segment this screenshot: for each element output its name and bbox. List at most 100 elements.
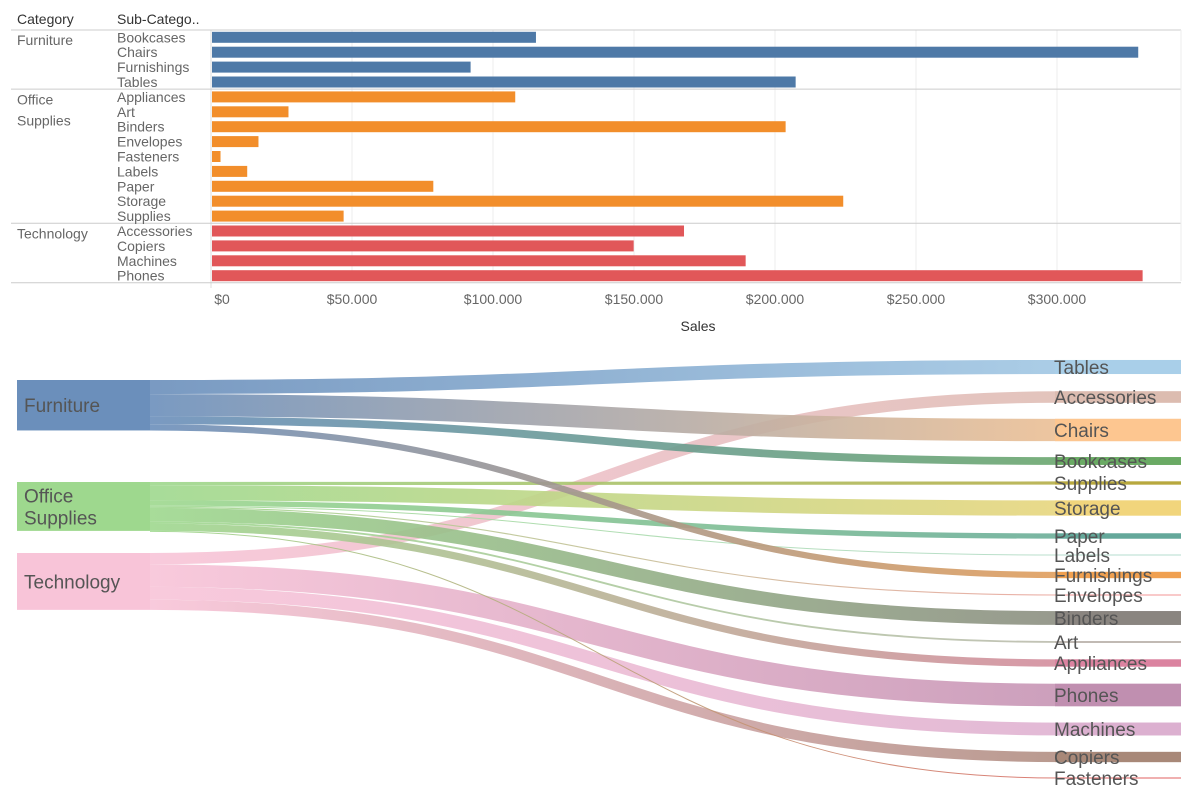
flow-supplies[interactable] bbox=[149, 481, 1181, 486]
subcategory-label: Bookcases bbox=[117, 29, 185, 45]
flow-furnishings[interactable] bbox=[149, 424, 1181, 579]
subcategory-label: Accessories bbox=[117, 223, 192, 239]
subcategory-label: Fasteners bbox=[117, 149, 179, 165]
bar-chairs[interactable] bbox=[212, 46, 1139, 58]
source-node-office-supplies[interactable] bbox=[17, 482, 150, 531]
flow-labels[interactable] bbox=[149, 505, 1181, 556]
subcategory-label: Furnishings bbox=[117, 59, 189, 75]
target-label: Tables bbox=[1054, 358, 1109, 379]
subcategory-label: Chairs bbox=[117, 44, 157, 60]
category-label: Furniture bbox=[17, 32, 73, 48]
bar-storage[interactable] bbox=[212, 195, 844, 207]
target-node-paper[interactable] bbox=[1055, 533, 1181, 539]
subcategory-label: Copiers bbox=[117, 238, 165, 254]
x-tick-label: $300.000 bbox=[1028, 291, 1087, 307]
bar-art[interactable] bbox=[212, 106, 289, 118]
x-tick-label: $100.000 bbox=[464, 291, 523, 307]
target-label: Chairs bbox=[1054, 421, 1109, 442]
x-tick-label: $200.000 bbox=[746, 291, 805, 307]
category-label: Office Supplies bbox=[17, 92, 71, 129]
flow-storage[interactable] bbox=[149, 485, 1181, 516]
target-label: Envelopes bbox=[1054, 586, 1143, 607]
flow-accessories[interactable] bbox=[149, 391, 1181, 565]
bar-furnishings[interactable] bbox=[212, 61, 471, 73]
target-node-bookcases[interactable] bbox=[1055, 457, 1181, 465]
category-header: Category bbox=[17, 11, 74, 27]
bar-bookcases[interactable] bbox=[212, 31, 536, 43]
target-node-machines[interactable] bbox=[1055, 722, 1181, 736]
bar-binders[interactable] bbox=[212, 121, 786, 133]
subcategory-label: Art bbox=[117, 104, 135, 120]
target-node-supplies[interactable] bbox=[1055, 481, 1181, 485]
bar-machines[interactable] bbox=[212, 255, 746, 267]
target-node-tables[interactable] bbox=[1055, 359, 1181, 375]
target-node-appliances[interactable] bbox=[1055, 659, 1181, 667]
x-axis-label: Sales bbox=[680, 318, 715, 334]
target-label: Machines bbox=[1054, 720, 1135, 741]
bar-chart: Category Sub-Catego.. Furniture Bookcases… bbox=[11, 11, 1182, 334]
x-tick-label: $50.000 bbox=[327, 291, 378, 307]
subcategory-label: Envelopes bbox=[117, 134, 182, 150]
target-label: Copiers bbox=[1054, 748, 1119, 769]
flow-art[interactable] bbox=[149, 521, 1181, 643]
subcategory-label: Phones bbox=[117, 268, 164, 284]
flow-chairs[interactable] bbox=[149, 394, 1181, 442]
flow-phones[interactable] bbox=[149, 564, 1181, 707]
target-label: Labels bbox=[1054, 546, 1110, 567]
source-node-furniture[interactable] bbox=[17, 380, 150, 431]
flow-appliances[interactable] bbox=[149, 523, 1181, 667]
target-node-storage[interactable] bbox=[1055, 500, 1181, 516]
bar-labels[interactable] bbox=[212, 165, 248, 177]
target-node-chairs[interactable] bbox=[1055, 418, 1181, 442]
target-label: Binders bbox=[1054, 609, 1118, 630]
flow-bookcases[interactable] bbox=[149, 416, 1181, 465]
subcategory-label: Appliances bbox=[117, 89, 186, 105]
source-label: Technology bbox=[24, 572, 121, 593]
target-node-binders[interactable] bbox=[1055, 611, 1181, 625]
target-node-art[interactable] bbox=[1055, 641, 1181, 643]
subcategory-label: Tables bbox=[117, 74, 157, 90]
bar-accessories[interactable] bbox=[212, 225, 685, 237]
target-node-copiers[interactable] bbox=[1055, 751, 1181, 763]
subcategory-header[interactable]: Sub-Catego.. bbox=[117, 11, 200, 27]
subcategory-label: Paper bbox=[117, 178, 155, 194]
category-label: Technology bbox=[17, 226, 88, 242]
bar-tables[interactable] bbox=[212, 76, 796, 88]
bar-envelopes[interactable] bbox=[212, 136, 259, 148]
bar-fasteners[interactable] bbox=[212, 151, 221, 162]
target-node-furnishings[interactable] bbox=[1055, 571, 1181, 579]
flow-envelopes[interactable] bbox=[149, 506, 1181, 596]
flow-binders[interactable] bbox=[149, 507, 1181, 625]
target-label: Bookcases bbox=[1054, 452, 1147, 473]
flow-copiers[interactable] bbox=[149, 599, 1181, 763]
subcategory-label: Storage bbox=[117, 193, 166, 209]
target-label: Fasteners bbox=[1054, 769, 1138, 790]
flow-tables[interactable] bbox=[149, 359, 1181, 395]
target-node-phones[interactable] bbox=[1055, 683, 1181, 707]
source-node-technology[interactable] bbox=[17, 553, 150, 610]
target-node-envelopes[interactable] bbox=[1055, 594, 1181, 596]
bar-supplies[interactable] bbox=[212, 210, 344, 222]
bar-copiers[interactable] bbox=[212, 240, 634, 252]
target-node-labels[interactable] bbox=[1055, 554, 1181, 556]
sankey-diagram: Tables Accessories Chairs BookcasesSupplies… bbox=[17, 358, 1181, 790]
bar-phones[interactable] bbox=[212, 270, 1143, 282]
target-label: Supplies bbox=[1054, 474, 1127, 495]
target-label: Storage bbox=[1054, 499, 1121, 520]
subcategory-label: Labels bbox=[117, 163, 158, 179]
target-label: Paper bbox=[1054, 527, 1105, 548]
subcategory-label: Supplies bbox=[117, 208, 171, 224]
bar-appliances[interactable] bbox=[212, 91, 516, 103]
target-label: Art bbox=[1054, 633, 1079, 654]
bar-paper[interactable] bbox=[212, 180, 434, 192]
target-label: Furnishings bbox=[1054, 566, 1152, 587]
flow-fasteners[interactable] bbox=[149, 530, 1181, 779]
x-tick-label: $150.000 bbox=[605, 291, 664, 307]
target-node-accessories[interactable] bbox=[1055, 391, 1181, 403]
flow-machines[interactable] bbox=[149, 586, 1181, 736]
target-label: Accessories bbox=[1054, 388, 1156, 409]
subcategory-label: Binders bbox=[117, 119, 164, 135]
target-node-fasteners[interactable] bbox=[1055, 777, 1181, 779]
source-label: Furniture bbox=[24, 396, 100, 417]
flow-paper[interactable] bbox=[149, 500, 1181, 539]
